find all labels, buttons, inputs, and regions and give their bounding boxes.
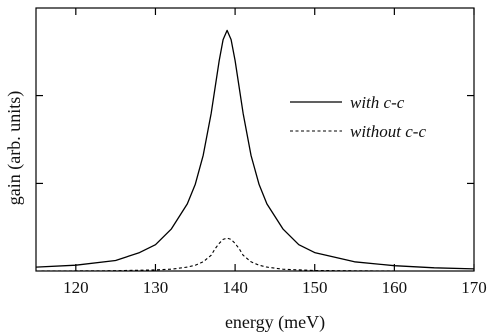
plot-frame — [35, 7, 475, 272]
y-axis-title: gain (arb. units) — [4, 91, 25, 205]
x-tick-label: 160 — [382, 278, 408, 297]
legend: with c-c without c-c — [290, 93, 426, 141]
x-tick-label: 140 — [222, 278, 248, 297]
x-tick-label: 130 — [143, 278, 169, 297]
series-line-without-cc — [35, 237, 474, 272]
x-tick-label: 120 — [63, 278, 89, 297]
x-tick-label: 170 — [461, 278, 487, 297]
legend-label: with c-c — [350, 93, 405, 112]
series-line-with-cc — [35, 29, 475, 270]
plot-layer: 120 130 140 150 160 170 — [35, 7, 487, 297]
x-axis-title: energy (meV) — [225, 312, 325, 333]
legend-label: without c-c — [350, 122, 426, 141]
x-tick-label: 150 — [302, 278, 328, 297]
